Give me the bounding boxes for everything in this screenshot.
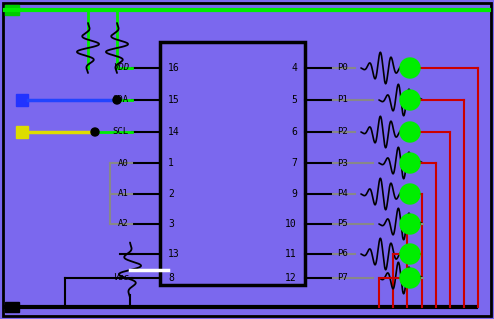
Text: A0: A0 (118, 159, 129, 167)
Text: 4: 4 (291, 63, 297, 73)
Text: 13: 13 (168, 249, 180, 259)
Circle shape (400, 268, 420, 288)
Circle shape (400, 58, 420, 78)
Circle shape (400, 122, 420, 142)
Text: 15: 15 (168, 95, 180, 105)
Circle shape (400, 244, 420, 264)
Circle shape (400, 214, 420, 234)
Text: P6: P6 (337, 249, 348, 258)
Text: 16: 16 (168, 63, 180, 73)
Text: A1: A1 (118, 189, 129, 198)
Bar (5, 302, 19, 312)
Circle shape (400, 90, 420, 110)
Text: Vss: Vss (113, 273, 129, 283)
Text: 10: 10 (285, 219, 297, 229)
Circle shape (400, 153, 420, 173)
Text: 12: 12 (285, 273, 297, 283)
Text: 11: 11 (285, 249, 297, 259)
Text: 14: 14 (168, 127, 180, 137)
Circle shape (113, 96, 121, 104)
Bar (160, 42, 305, 285)
Bar (16, 94, 28, 106)
Text: 2: 2 (168, 189, 174, 199)
Text: P1: P1 (337, 95, 348, 105)
Text: 1: 1 (168, 158, 174, 168)
Text: SCL: SCL (113, 128, 129, 137)
Text: P7: P7 (337, 273, 348, 283)
Text: 9: 9 (291, 189, 297, 199)
Text: 7: 7 (291, 158, 297, 168)
Text: P5: P5 (337, 219, 348, 228)
Text: 5: 5 (291, 95, 297, 105)
Text: P2: P2 (337, 128, 348, 137)
Text: VDD: VDD (113, 63, 129, 72)
Text: P0: P0 (337, 63, 348, 72)
Text: P3: P3 (337, 159, 348, 167)
Text: SDA: SDA (113, 95, 129, 105)
Bar (16, 126, 28, 138)
Text: 6: 6 (291, 127, 297, 137)
Text: P4: P4 (337, 189, 348, 198)
Text: 8: 8 (168, 273, 174, 283)
Text: 3: 3 (168, 219, 174, 229)
Circle shape (400, 184, 420, 204)
Bar (5, 5, 19, 15)
Text: A2: A2 (118, 219, 129, 228)
Circle shape (91, 128, 99, 136)
